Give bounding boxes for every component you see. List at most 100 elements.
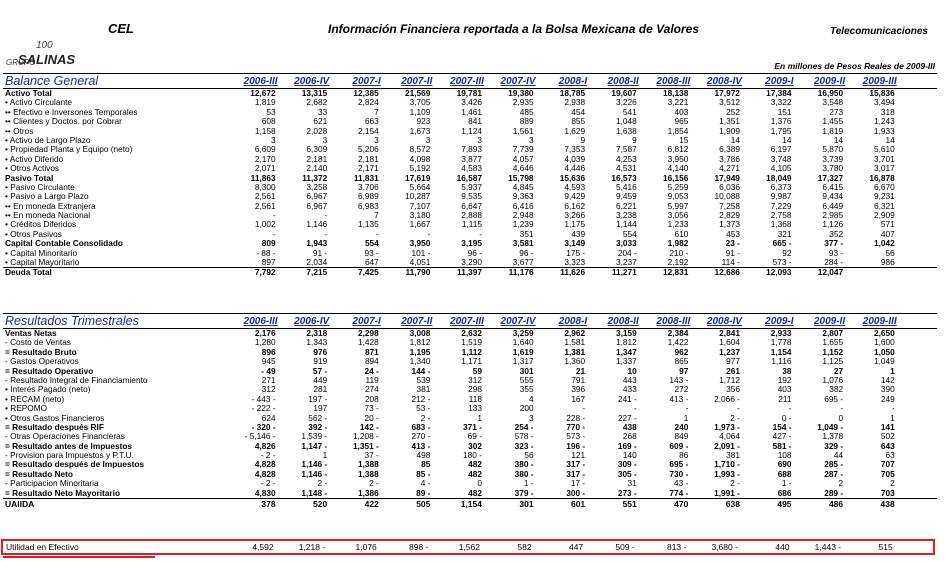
cell-value: 93 - <box>828 248 844 258</box>
cell-value: 12,686 <box>714 268 740 278</box>
cell-value: 15,798 <box>508 173 534 183</box>
table-row: Capital Contable Consolidado 809 1,943 554 3… <box>3 239 937 248</box>
cell-value: 2,824 <box>358 98 379 108</box>
cell-value: 1,581 <box>564 338 586 348</box>
cell-value: 0 <box>838 413 844 423</box>
table-row: = Resultado Operativo - 49 57 - 24 - 144 - 59… <box>3 367 937 376</box>
cell-value: 1 <box>477 413 482 423</box>
cell-value: 93 - <box>364 248 379 258</box>
cell-value: 1,351 - <box>352 441 379 451</box>
period-header: 2006-III <box>243 315 278 327</box>
cell-value: 4,051 <box>409 258 431 268</box>
cell-value: 18,049 <box>766 173 792 183</box>
cell-value: 7,587 <box>615 145 637 155</box>
cell-value: 1,455 <box>822 117 844 127</box>
cell-value: 610 <box>674 229 689 239</box>
cell-value: 284 - <box>824 258 844 268</box>
cell-value: 4,593 <box>564 182 586 192</box>
cell-value: 272 <box>674 385 689 395</box>
cell-value: 621 <box>313 117 328 127</box>
cell-value: 482 <box>468 460 482 470</box>
cell-value: 609 - <box>669 441 689 451</box>
cell-value: 4,057 <box>512 154 534 164</box>
row-label: Pasivo Total <box>5 173 54 183</box>
cell-value: 281 <box>313 385 328 395</box>
cell-value: 4,140 <box>667 164 689 174</box>
cell-value: 1,378 <box>822 432 844 442</box>
cell-value: 142 <box>880 375 895 385</box>
cell-value: 502 <box>880 432 895 442</box>
cell-value: 151 <box>777 107 792 117</box>
cell-value: 683 - <box>411 422 431 432</box>
cell-value: 965 <box>674 117 689 127</box>
cell-value: 774 - <box>669 488 689 498</box>
row-label: •• Efectivo e Inversones Temporales <box>5 107 138 117</box>
cell-value: 321 <box>777 229 792 239</box>
cell-value: 4,592 <box>252 542 274 552</box>
cell-value: 197 <box>313 404 328 414</box>
cell-value: 539 <box>416 375 431 385</box>
cell-value: 91 - <box>725 248 740 258</box>
cell-value: 2,181 <box>358 154 379 164</box>
cell-value: 377 - <box>824 239 844 249</box>
cell-value: - 88 - <box>256 248 276 258</box>
cell-value: 252 <box>726 107 740 117</box>
cell-value: - <box>788 404 792 414</box>
cell-value: 2,140 <box>306 164 328 174</box>
table-row: • Pasivo a Largo Plazo 2,561 6,967 6,989 10,… <box>3 192 937 201</box>
cell-value: 2,909 <box>873 211 895 221</box>
period-header: 2008-I <box>558 315 588 327</box>
cell-value: 1,629 <box>564 126 586 136</box>
cell-value: 3 <box>477 135 482 145</box>
cell-value: 12,047 <box>817 268 844 278</box>
cell-value: 482 <box>468 469 482 479</box>
cell-value: 19,781 <box>456 89 482 98</box>
cell-value: 1,050 <box>873 347 895 357</box>
cell-value: 4,446 <box>564 164 586 174</box>
cell-value: 4,064 <box>719 432 740 442</box>
cell-value: 962 <box>674 347 689 357</box>
cell-value: 154 - <box>772 422 792 432</box>
cell-value: 4,828 <box>254 460 276 470</box>
cell-value: 392 - <box>308 422 328 432</box>
cell-value: 4,830 <box>254 488 276 498</box>
cell-value: 1,340 <box>409 357 431 367</box>
cell-value: 2,933 <box>770 329 792 338</box>
cell-value: 1,381 <box>564 347 586 357</box>
cell-value: 1,812 <box>409 338 431 348</box>
cell-value: 1,519 <box>461 338 482 348</box>
cell-value: 5,997 <box>667 201 689 211</box>
cell-value: 141 <box>880 422 895 432</box>
row-label: Capital Contable Consolidado <box>5 239 124 249</box>
cell-value: 175 - <box>566 248 586 258</box>
cell-value: 3,786 <box>719 154 740 164</box>
cell-value: 1,154 <box>770 347 792 357</box>
table-row: • Propiedad Planta y Equipo (neto) 6,609 6… <box>3 145 937 154</box>
cell-value: 1,909 <box>719 126 740 136</box>
period-header: 2008-IV <box>706 315 742 327</box>
cell-value: 101 - <box>411 248 431 258</box>
period-header: 2007-I <box>352 75 381 87</box>
grupo-salinas-logo: 100 SALINAS GRUPO <box>6 40 76 67</box>
cell-value: 2,318 <box>306 329 328 338</box>
cell-value: 7,739 <box>512 145 534 155</box>
cell-value: 440 <box>775 542 790 552</box>
cell-value: 17 - <box>570 479 586 489</box>
cell-value: - 2 - <box>260 479 276 489</box>
cell-value: 2,066 - <box>714 394 740 404</box>
cell-value: 268 <box>622 432 637 442</box>
cell-value: 204 - <box>617 248 637 258</box>
cell-value: 212 - <box>411 394 431 404</box>
cell-value: 449 <box>313 375 328 385</box>
cell-value: 6,967 <box>306 201 328 211</box>
cell-value: 16,878 <box>869 173 895 183</box>
table-row: • REPOMO - 222 - 197 73 - 53 - 133 200 - - - - - - - <box>3 404 937 413</box>
cell-value: 1 <box>890 413 895 423</box>
period-header: 2008-I <box>558 75 588 87</box>
cell-value: 3,680 - <box>711 542 738 552</box>
cell-value: 11,372 <box>302 173 328 183</box>
cell-value: 9,535 <box>461 192 482 202</box>
period-header: 2007-II <box>401 315 433 327</box>
cell-value: 1 <box>890 366 895 376</box>
cell-value: 1,237 <box>719 347 740 357</box>
